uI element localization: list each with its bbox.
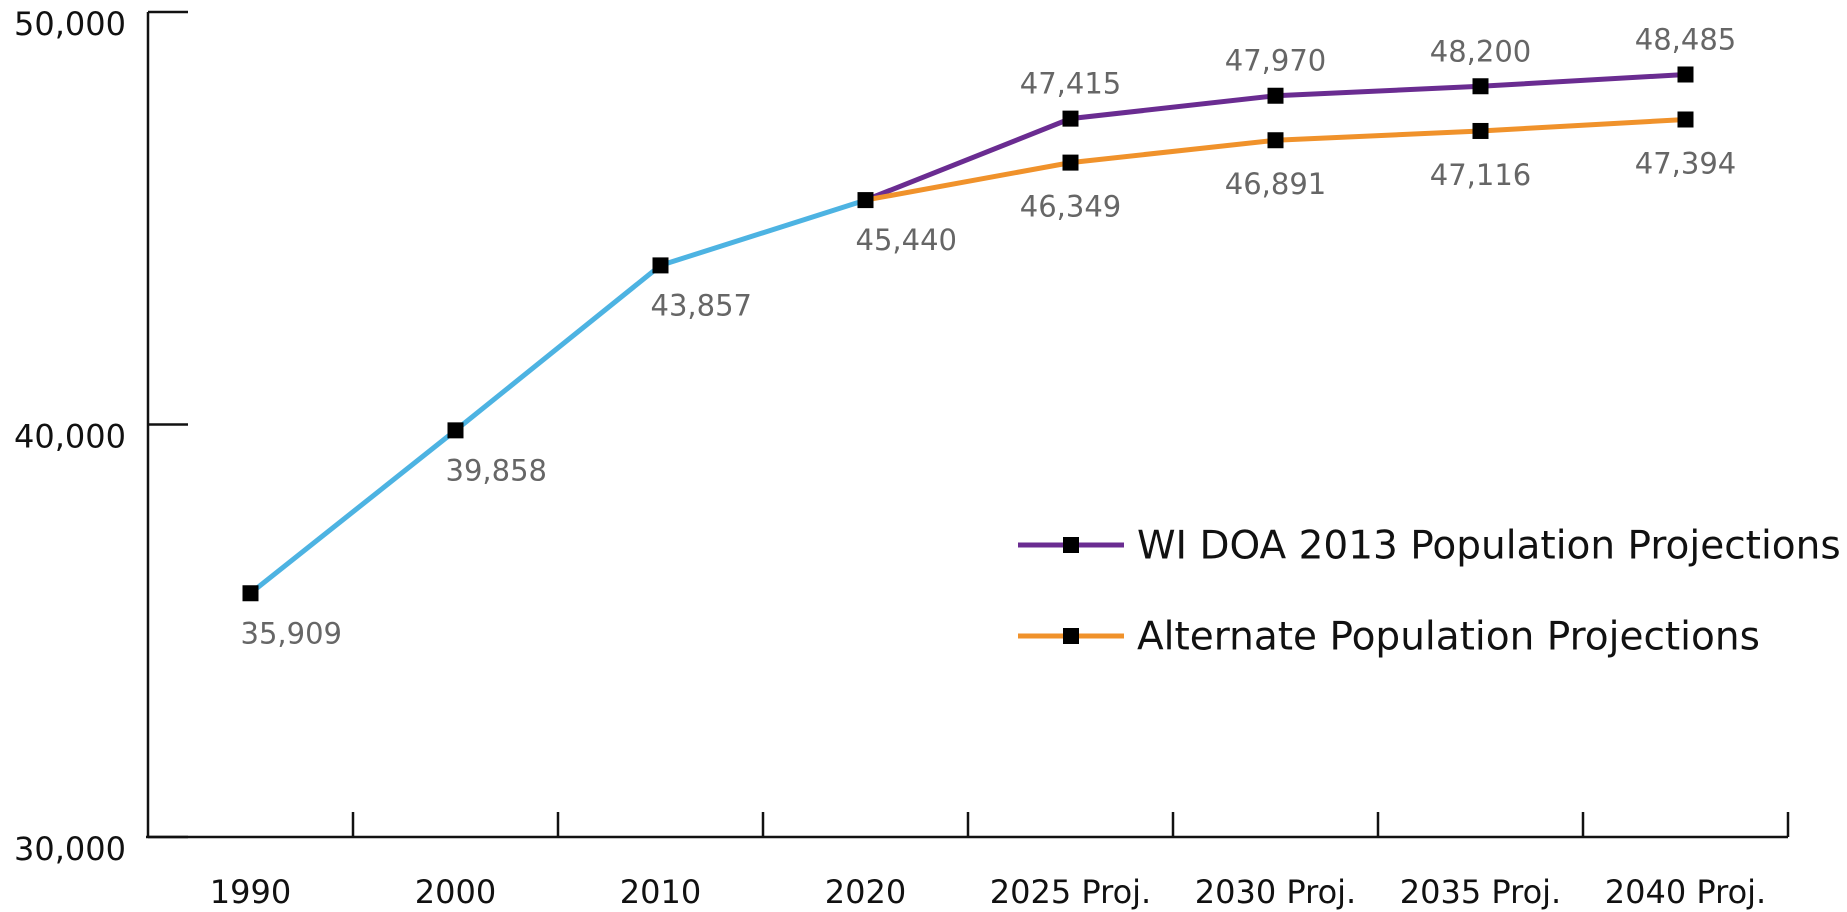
legend-label: WI DOA 2013 Population Projections [1137, 524, 1841, 569]
marker [1472, 122, 1489, 139]
marker [1677, 111, 1694, 128]
value-label: 46,891 [1225, 167, 1326, 201]
marker [1677, 66, 1694, 83]
marker [1267, 132, 1284, 149]
marker [652, 257, 669, 274]
x-tick-label: 2020 [825, 873, 906, 911]
series-line [248, 197, 867, 596]
x-tick-label: 2030 Proj. [1195, 873, 1356, 911]
x-tick-label: 1990 [210, 873, 291, 911]
value-label: 47,116 [1430, 158, 1531, 192]
value-label: 47,394 [1635, 146, 1736, 180]
x-tick-label: 2010 [620, 873, 701, 911]
marker [1062, 110, 1079, 127]
marker [1267, 87, 1284, 104]
value-label: 47,970 [1225, 44, 1326, 78]
value-label: 43,857 [651, 288, 752, 322]
x-tick-label: 2025 Proj. [990, 873, 1151, 911]
value-label: 47,415 [1020, 67, 1121, 101]
value-label: 45,440 [856, 223, 957, 257]
legend-label: Alternate Population Projections [1137, 615, 1760, 660]
x-tick-label: 2000 [415, 873, 496, 911]
value-label: 48,200 [1430, 34, 1531, 68]
value-label: 46,349 [1020, 190, 1121, 224]
x-tick-label: 2040 Proj. [1605, 873, 1766, 911]
legend-marker [1063, 628, 1079, 644]
marker [242, 585, 259, 602]
marker [447, 422, 464, 439]
value-label: 48,485 [1635, 22, 1736, 56]
value-label: 35,909 [241, 616, 342, 650]
value-label: 39,858 [446, 453, 547, 487]
y-tick-label: 40,000 [14, 418, 126, 456]
marker [857, 192, 874, 209]
x-tick-label: 2035 Proj. [1400, 873, 1561, 911]
marker [1472, 78, 1489, 95]
legend-marker [1063, 537, 1079, 553]
y-tick-label: 30,000 [14, 830, 126, 868]
y-tick-label: 50,000 [14, 5, 126, 43]
marker [1062, 154, 1079, 171]
